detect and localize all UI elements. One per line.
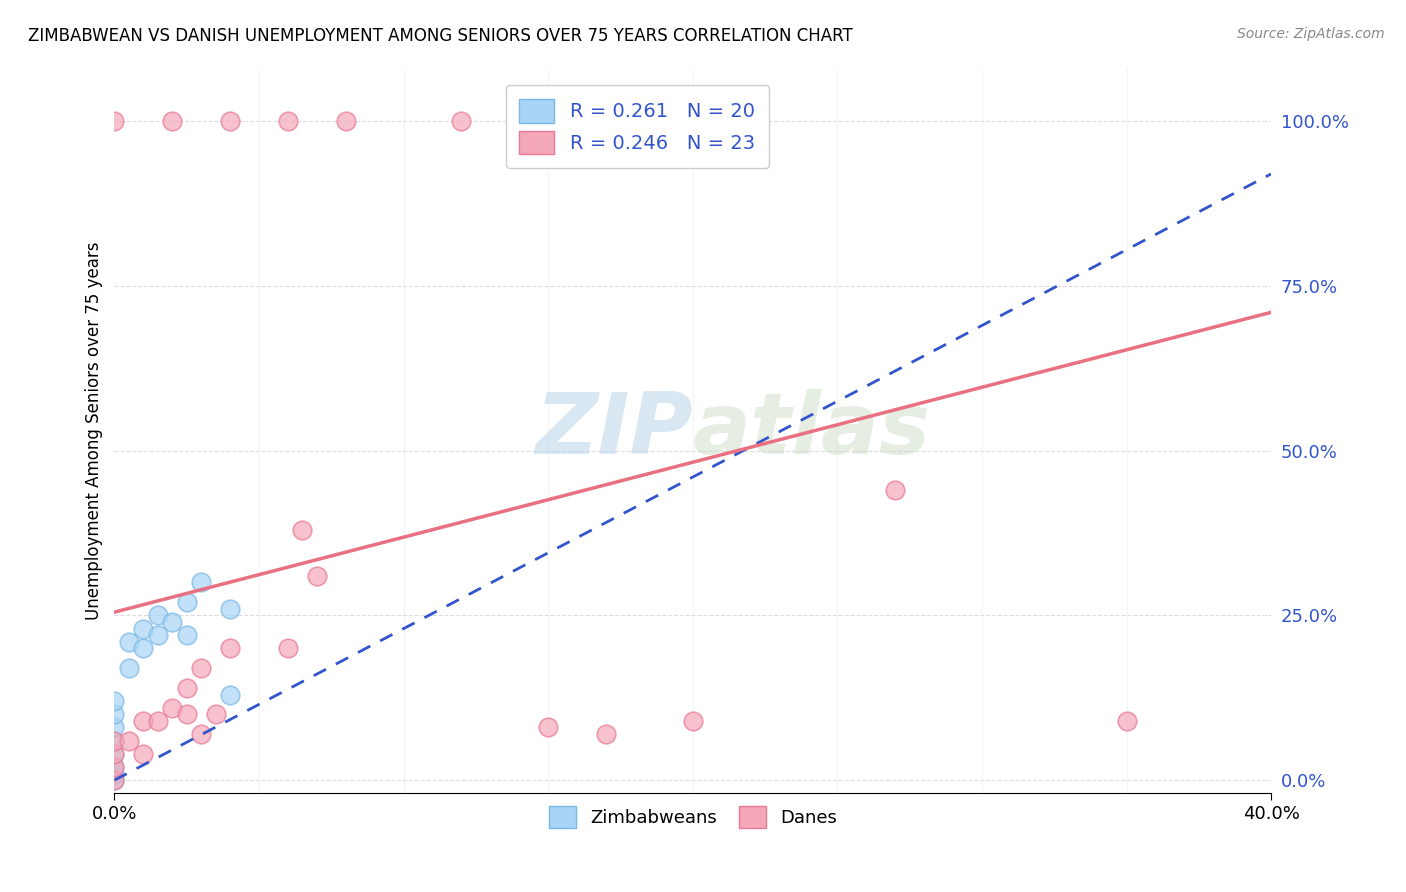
Point [190, 727, 212, 741]
Point [219, 688, 242, 702]
Point [118, 634, 141, 648]
Point [132, 622, 155, 636]
Point [118, 661, 141, 675]
Point [103, 747, 125, 761]
Text: Source: ZipAtlas.com: Source: ZipAtlas.com [1237, 27, 1385, 41]
Point [219, 602, 242, 616]
Point [103, 760, 125, 774]
Point [162, 114, 184, 128]
Point [132, 714, 155, 728]
Point [162, 700, 184, 714]
Point [146, 714, 169, 728]
Point [450, 114, 472, 128]
Point [291, 523, 314, 537]
Point [103, 766, 125, 780]
Point [103, 694, 125, 708]
Point [118, 733, 141, 747]
Point [103, 747, 125, 761]
Point [103, 773, 125, 788]
Point [537, 721, 560, 735]
Point [103, 760, 125, 774]
Point [176, 628, 198, 642]
Point [103, 773, 125, 788]
Point [1115, 714, 1137, 728]
Point [204, 707, 226, 722]
Y-axis label: Unemployment Among Seniors over 75 years: Unemployment Among Seniors over 75 years [86, 242, 103, 620]
Point [884, 483, 907, 498]
Point [277, 114, 299, 128]
Point [277, 641, 299, 656]
Point [595, 727, 617, 741]
Point [162, 615, 184, 629]
Legend: Zimbabweans, Danes: Zimbabweans, Danes [541, 798, 844, 835]
Point [190, 575, 212, 590]
Point [740, 114, 762, 128]
Text: ZIMBABWEAN VS DANISH UNEMPLOYMENT AMONG SENIORS OVER 75 YEARS CORRELATION CHART: ZIMBABWEAN VS DANISH UNEMPLOYMENT AMONG … [28, 27, 853, 45]
Point [103, 733, 125, 747]
Point [146, 608, 169, 623]
Point [103, 114, 125, 128]
Point [682, 714, 704, 728]
Text: atlas: atlas [693, 390, 931, 473]
Point [146, 628, 169, 642]
Point [219, 114, 242, 128]
Point [103, 733, 125, 747]
Point [176, 681, 198, 695]
Point [305, 569, 328, 583]
Point [103, 721, 125, 735]
Point [335, 114, 357, 128]
Point [176, 595, 198, 609]
Point [190, 661, 212, 675]
Text: ZIP: ZIP [536, 390, 693, 473]
Point [103, 707, 125, 722]
Point [132, 747, 155, 761]
Point [565, 114, 588, 128]
Point [219, 641, 242, 656]
Point [624, 114, 647, 128]
Point [176, 707, 198, 722]
Point [132, 641, 155, 656]
Point [508, 114, 530, 128]
